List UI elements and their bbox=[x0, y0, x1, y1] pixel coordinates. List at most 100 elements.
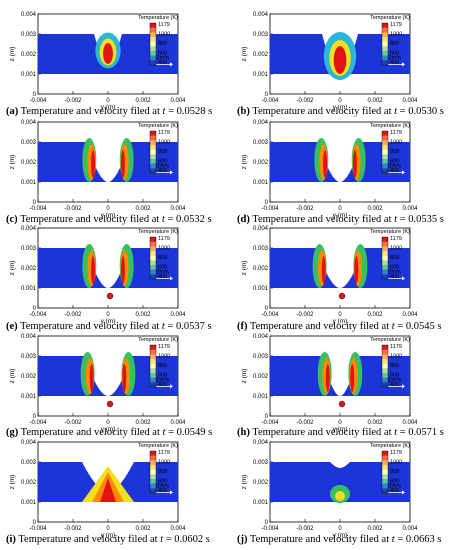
melt-pool bbox=[38, 248, 178, 288]
melt-pool bbox=[270, 462, 410, 502]
colorbar-label: 400 bbox=[390, 60, 399, 66]
caption-text: Temperature and velocity filed at bbox=[249, 214, 395, 225]
x-tick-label: -0.004 bbox=[261, 98, 279, 104]
plot-panel-d: -0.004 -0.002 0 0.002 0.004 0 0.001 0.002 0.003 0… bbox=[241, 120, 418, 219]
y-axis-label: z (m) bbox=[241, 47, 248, 62]
y-tick-label: 0.004 bbox=[21, 226, 37, 232]
colorbar-label: 400 bbox=[390, 382, 399, 388]
heat-wall-core bbox=[325, 364, 330, 392]
panel-caption-h: (h) Temperature and velocity filed at t … bbox=[237, 427, 444, 438]
colorbar-label: 400 bbox=[390, 274, 399, 280]
x-tick-label: -0.004 bbox=[261, 206, 279, 212]
colorbar-swatch bbox=[382, 23, 388, 28]
y-tick-label: 0.004 bbox=[253, 226, 269, 232]
panel-letter: (h) bbox=[237, 427, 250, 438]
colorbar-swatch bbox=[382, 154, 388, 160]
x-axis-label: y (m) bbox=[101, 212, 116, 219]
colorbar-swatch bbox=[150, 368, 156, 374]
x-tick-label: 0.004 bbox=[402, 206, 418, 212]
y-tick-label: 0 bbox=[265, 414, 269, 420]
caption-time-symbol: t bbox=[394, 106, 398, 117]
colorbar-swatch bbox=[150, 154, 156, 160]
heat-wall-core bbox=[350, 364, 355, 392]
caption-text: Temperature and velocity filed at bbox=[17, 214, 162, 225]
melt-pool bbox=[270, 356, 410, 396]
colorbar-label: 1000 bbox=[390, 140, 402, 146]
x-tick-label: 0 bbox=[106, 420, 110, 426]
plot-panel-b: -0.004 -0.002 0 0.002 0.004 0 0.001 0.002 0.003 0… bbox=[241, 12, 418, 111]
colorbar-label: 400 bbox=[158, 60, 167, 66]
droplet bbox=[106, 292, 114, 300]
panel-letter: (j) bbox=[237, 534, 248, 545]
y-tick-label: 0 bbox=[33, 92, 37, 98]
colorbar-swatch bbox=[150, 51, 156, 56]
y-tick-label: 0.002 bbox=[21, 480, 37, 486]
plot-panel-g: -0.004 -0.002 0 0.002 0.004 0 0.001 0.002 0.003 0… bbox=[9, 334, 186, 433]
x-tick-label: 0.004 bbox=[402, 98, 418, 104]
colorbar-title: Temperature (K) bbox=[370, 229, 410, 235]
colorbar-label: 1000 bbox=[390, 460, 402, 466]
y-tick-label: 0.004 bbox=[21, 12, 37, 18]
droplet bbox=[106, 400, 114, 408]
colorbar-label: 1000 bbox=[390, 32, 402, 38]
caption-time-value: = 0.0537 s bbox=[164, 321, 212, 332]
y-tick-label: 0.001 bbox=[21, 500, 37, 506]
y-tick-label: 0 bbox=[33, 200, 37, 206]
y-tick-label: 0.003 bbox=[253, 460, 269, 466]
panel-letter: (g) bbox=[6, 427, 19, 438]
caption-time-symbol: t bbox=[391, 534, 395, 545]
x-tick-label: -0.004 bbox=[29, 420, 47, 426]
panel-letter: (c) bbox=[6, 214, 18, 225]
colorbar-swatch bbox=[382, 269, 388, 275]
heat-wall-core bbox=[120, 150, 125, 178]
panel-caption-i: (i) Temperature and velocity filed at t … bbox=[6, 534, 210, 545]
y-tick-label: 0.003 bbox=[21, 246, 37, 252]
panel-caption-b: (b) Temperature and velocity filed at t … bbox=[237, 106, 444, 117]
colorbar-swatch bbox=[382, 41, 388, 47]
colorbar-swatch bbox=[150, 377, 156, 383]
y-axis-label: z (m) bbox=[9, 261, 16, 276]
x-tick-label: -0.002 bbox=[296, 98, 314, 104]
colorbar-swatch bbox=[150, 483, 156, 489]
colorbar-label: 600 bbox=[390, 479, 399, 485]
x-tick-label: -0.004 bbox=[261, 526, 279, 532]
arrow-head-icon bbox=[402, 170, 405, 175]
y-tick-label: 0.001 bbox=[21, 394, 37, 400]
colorbar-label: 800 bbox=[390, 41, 399, 47]
colorbar-label: 1179 bbox=[390, 450, 402, 456]
arrow-head-icon bbox=[402, 384, 405, 389]
y-tick-label: 0 bbox=[265, 306, 269, 312]
plot-panel-c: -0.004 -0.002 0 0.002 0.004 0 0.001 0.002 0.003 0… bbox=[9, 120, 186, 219]
colorbar-label: 600 bbox=[158, 479, 167, 485]
y-tick-label: 0.001 bbox=[253, 72, 269, 78]
colorbar-frame bbox=[149, 22, 157, 66]
x-tick-label: 0.002 bbox=[367, 312, 383, 318]
colorbar-swatch bbox=[382, 465, 388, 470]
colorbar-swatch bbox=[382, 260, 388, 266]
colorbar-label: 1000 bbox=[158, 354, 170, 360]
caption-time-value: = 0.0545 s bbox=[394, 321, 442, 332]
panel-caption-c: (c) Temperature and velocity filed at t … bbox=[6, 214, 212, 225]
colorbar-label: 1179 bbox=[390, 344, 402, 350]
caption-text: Temperature and velocity filed at bbox=[249, 106, 395, 117]
colorbar-swatch bbox=[150, 488, 156, 494]
x-tick-label: 0.004 bbox=[170, 98, 186, 104]
colorbar-swatch bbox=[382, 368, 388, 374]
arrow-head-icon bbox=[170, 62, 173, 67]
caption-time-value: = 0.0532 s bbox=[164, 214, 212, 225]
y-tick-label: 0.004 bbox=[253, 334, 269, 340]
y-axis-label: z (m) bbox=[241, 261, 248, 276]
colorbar-swatch bbox=[382, 474, 388, 480]
x-axis-label: y (m) bbox=[101, 426, 116, 433]
velocity-reference-label: 2m/s bbox=[388, 164, 401, 170]
x-tick-label: 0.004 bbox=[402, 420, 418, 426]
x-tick-label: -0.004 bbox=[29, 98, 47, 104]
x-axis-label: y (m) bbox=[333, 426, 348, 433]
x-tick-label: 0 bbox=[106, 312, 110, 318]
y-tick-label: 0.001 bbox=[253, 394, 269, 400]
x-axis-label: y (m) bbox=[333, 532, 348, 539]
x-tick-label: 0.004 bbox=[170, 526, 186, 532]
colorbar-label: 800 bbox=[158, 41, 167, 47]
heat-wall-core bbox=[323, 150, 328, 178]
